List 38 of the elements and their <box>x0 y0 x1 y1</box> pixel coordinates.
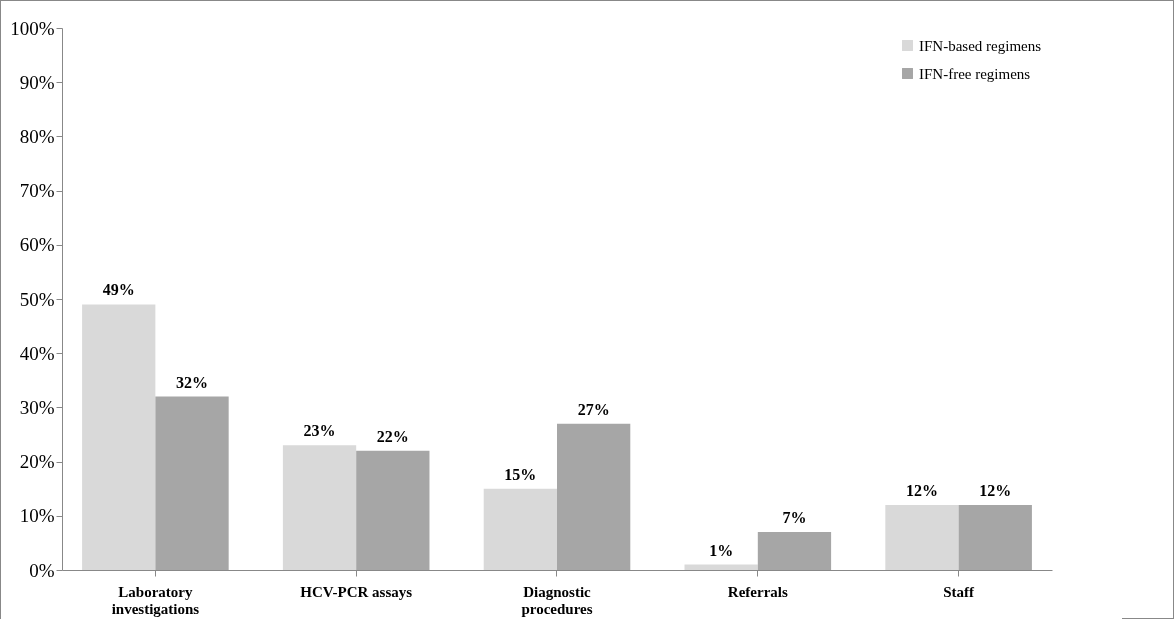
bar <box>282 445 357 570</box>
bar <box>155 396 229 570</box>
x-tick-label: HCV-PCR assays <box>300 583 413 600</box>
data-label: 1% <box>709 541 734 559</box>
data-label: 22% <box>376 427 409 445</box>
y-tick-label: 80% <box>19 125 55 147</box>
y-tick-label: 20% <box>19 451 55 473</box>
x-tick-label: Referrals <box>727 583 788 600</box>
bar <box>483 488 557 570</box>
bar <box>958 504 1032 570</box>
bar <box>684 564 758 570</box>
y-tick-label: 100% <box>10 17 55 39</box>
y-tick-label: 90% <box>19 71 55 93</box>
x-tick-label: Staff <box>943 583 976 600</box>
data-label: 23% <box>303 422 336 440</box>
y-tick-label: 60% <box>19 234 55 256</box>
data-label: 12% <box>979 481 1012 499</box>
data-label: 32% <box>176 373 209 391</box>
y-tick-label: 50% <box>19 288 55 310</box>
bar <box>557 423 631 570</box>
bar <box>757 532 832 570</box>
x-tick-label: Diagnostic procedures <box>521 583 593 617</box>
data-label: 49% <box>102 281 135 299</box>
data-label: 12% <box>905 481 938 499</box>
bar <box>885 504 959 570</box>
y-tick-label: 10% <box>19 505 55 527</box>
bar <box>356 450 430 570</box>
data-label: 7% <box>782 509 807 527</box>
y-tick-label: 40% <box>19 342 55 364</box>
bar <box>82 304 156 570</box>
legend-label: IFN-free regimens <box>919 65 1031 82</box>
data-label: 27% <box>577 400 610 418</box>
y-tick-label: 0% <box>29 559 55 581</box>
y-tick-label: 70% <box>19 180 55 202</box>
x-tick-label: Laboratory investigations <box>111 583 200 617</box>
data-label: 15% <box>504 465 537 483</box>
y-tick-label: 30% <box>19 396 55 418</box>
legend-label: IFN-based regimens <box>919 37 1042 54</box>
